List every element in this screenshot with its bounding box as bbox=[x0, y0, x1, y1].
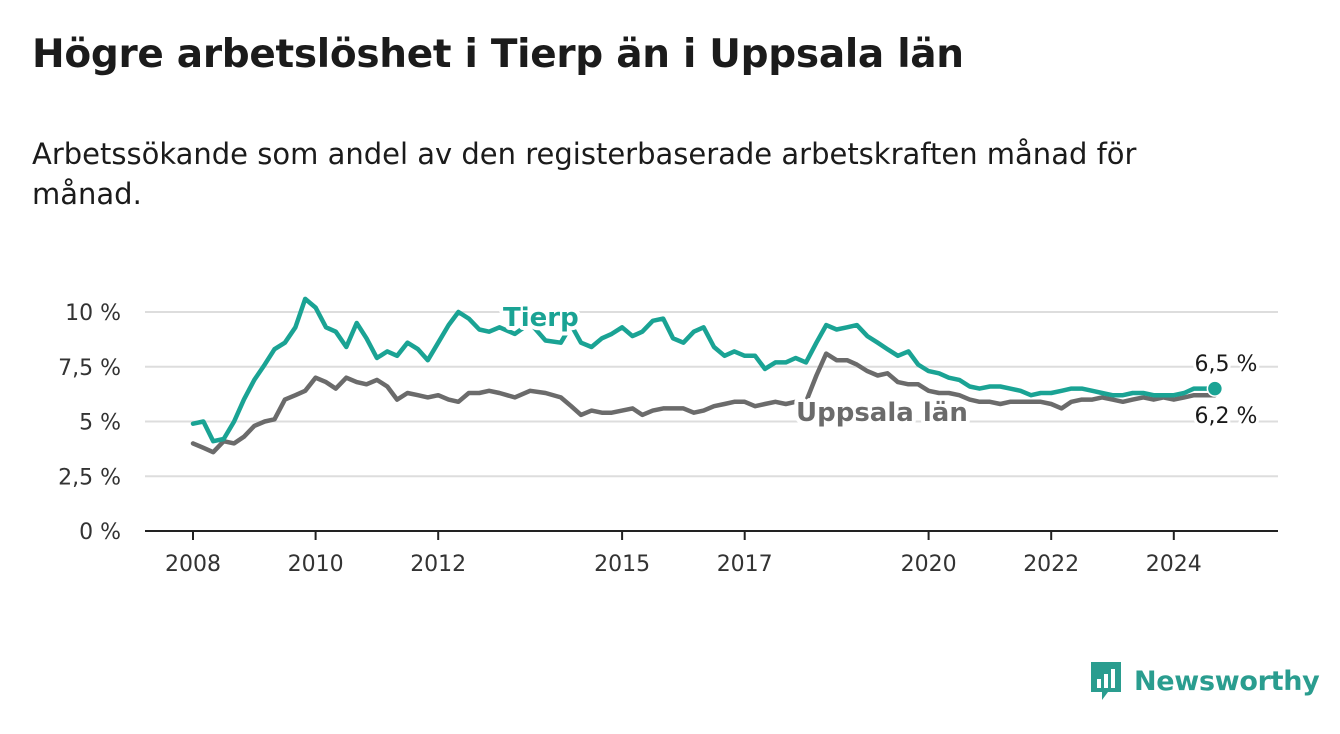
end-label-tierp: 6,5 % bbox=[1195, 352, 1258, 377]
bar-chart-logo-icon bbox=[1091, 662, 1121, 700]
series-line-tierp bbox=[190, 296, 1218, 444]
x-tick-label: 2022 bbox=[1023, 552, 1079, 577]
x-tick-label: 2010 bbox=[288, 552, 344, 577]
y-tick-label: 5 % bbox=[79, 411, 121, 436]
x-tick-label: 2012 bbox=[410, 552, 466, 577]
tierp-end-marker bbox=[1206, 380, 1224, 397]
y-tick-label: 7,5 % bbox=[58, 356, 121, 381]
chart-title: Högre arbetslöshet i Tierp än i Uppsala … bbox=[32, 32, 964, 77]
newsworthy-logo: Newsworthy bbox=[1088, 660, 1320, 702]
x-tick-label: 2024 bbox=[1146, 552, 1202, 577]
y-tick-label: 10 % bbox=[65, 301, 121, 326]
x-tick-label: 2015 bbox=[594, 552, 650, 577]
line-chart: 0 % 2,5 % 5 % 7,5 % 10 % 2008 2010 2012 2015 2017… bbox=[58, 296, 1278, 577]
y-tick-label: 2,5 % bbox=[58, 465, 121, 490]
brand-name: Newsworthy bbox=[1134, 665, 1320, 697]
x-tick-label: 2017 bbox=[717, 552, 773, 577]
end-label-uppsala-lan: 6,2 % bbox=[1195, 404, 1258, 429]
series-label-uppsala-lan: Uppsala län bbox=[796, 398, 968, 428]
x-tick-label: 2008 bbox=[165, 552, 221, 577]
chart-subtitle: Arbetssökande som andel av den registerb… bbox=[32, 137, 1137, 211]
series-line-uppsala-lan bbox=[190, 351, 1218, 455]
y-tick-label: 0 % bbox=[79, 520, 121, 545]
x-tick-label: 2020 bbox=[901, 552, 957, 577]
series-label-tierp: Tierp bbox=[503, 303, 579, 333]
